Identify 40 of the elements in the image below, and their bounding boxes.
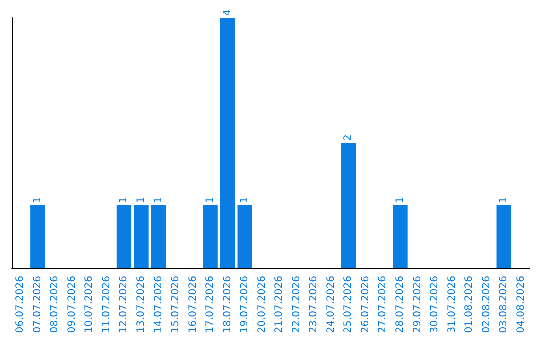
data-label: 1 (136, 197, 147, 204)
x-tick-label: 12.07.2026 (118, 276, 130, 334)
x-tick-label: 11.07.2026 (101, 276, 112, 334)
x-tick-label: 31.07.2026 (446, 276, 458, 334)
x-tick-label: 09.07.2026 (66, 276, 78, 334)
data-label: 1 (32, 197, 44, 204)
data-label: 1 (498, 197, 510, 204)
x-tick-label: 06.07.2026 (15, 276, 26, 334)
x-tick-label: 01.08.2026 (464, 276, 476, 334)
x-tick-label: 03.08.2026 (498, 276, 510, 334)
data-label: 1 (118, 197, 130, 204)
data-label: 1 (395, 197, 406, 204)
x-tick-label: 28.07.2026 (395, 276, 406, 334)
data-label: 1 (240, 197, 251, 204)
data-label: 1 (153, 197, 164, 204)
x-tick-label: 29.07.2026 (412, 276, 424, 334)
x-tick-label: 08.07.2026 (50, 276, 61, 334)
x-tick-label: 25.07.2026 (343, 276, 354, 334)
x-tick-label: 04.08.2026 (516, 276, 527, 334)
x-tick-label: 17.07.2026 (205, 276, 216, 334)
data-label: 4 (222, 10, 234, 16)
x-tick-label: 21.07.2026 (274, 276, 286, 334)
x-tick-label: 23.07.2026 (308, 276, 320, 334)
x-tick-label: 14.07.2026 (153, 276, 164, 334)
x-tick-label: 15.07.2026 (170, 276, 182, 334)
x-tick-label: 19.07.2026 (240, 276, 251, 334)
x-tick-label: 16.07.2026 (188, 276, 199, 334)
x-tick-label: 26.07.2026 (360, 276, 372, 334)
x-tick-label: 10.07.2026 (84, 276, 96, 334)
data-label: 1 (205, 197, 216, 204)
x-tick-label: 22.07.2026 (291, 276, 302, 334)
x-tick-label: 02.08.2026 (481, 276, 492, 334)
x-tick-label: 24.07.2026 (326, 276, 337, 334)
x-tick-label: 13.07.2026 (136, 276, 147, 334)
data-label: 2 (343, 134, 354, 141)
x-tick-label: 30.07.2026 (430, 276, 441, 334)
x-tick-label: 18.07.2026 (222, 276, 234, 334)
x-tick-label: 20.07.2026 (256, 276, 268, 334)
x-tick-label: 27.07.2026 (378, 276, 389, 334)
x-tick-label: 07.07.2026 (32, 276, 44, 334)
